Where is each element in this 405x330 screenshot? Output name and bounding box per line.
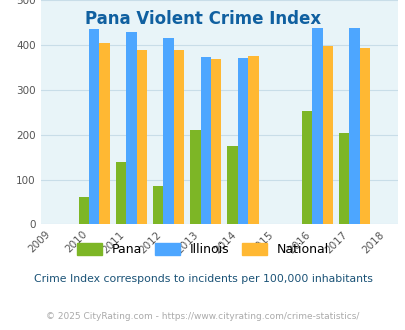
Bar bbox=[322, 46, 333, 224]
Bar bbox=[99, 43, 109, 224]
Bar bbox=[248, 56, 258, 224]
Bar bbox=[190, 130, 200, 224]
Bar bbox=[79, 197, 89, 224]
Bar bbox=[338, 133, 349, 224]
Text: Pana Violent Crime Index: Pana Violent Crime Index bbox=[85, 10, 320, 28]
Bar bbox=[359, 48, 369, 224]
Bar bbox=[349, 28, 359, 224]
Text: Crime Index corresponds to incidents per 100,000 inhabitants: Crime Index corresponds to incidents per… bbox=[34, 274, 371, 284]
Bar bbox=[227, 146, 237, 224]
Bar bbox=[163, 38, 173, 224]
Bar bbox=[126, 32, 136, 224]
Bar bbox=[153, 186, 163, 224]
Bar bbox=[89, 29, 99, 224]
Bar bbox=[301, 111, 311, 224]
Legend: Pana, Illinois, National: Pana, Illinois, National bbox=[73, 239, 332, 260]
Bar bbox=[136, 50, 147, 224]
Bar bbox=[173, 50, 184, 224]
Bar bbox=[200, 57, 211, 224]
Bar bbox=[211, 59, 221, 224]
Bar bbox=[311, 28, 322, 224]
Bar bbox=[237, 58, 247, 224]
Bar bbox=[115, 162, 126, 224]
Text: © 2025 CityRating.com - https://www.cityrating.com/crime-statistics/: © 2025 CityRating.com - https://www.city… bbox=[46, 312, 359, 321]
